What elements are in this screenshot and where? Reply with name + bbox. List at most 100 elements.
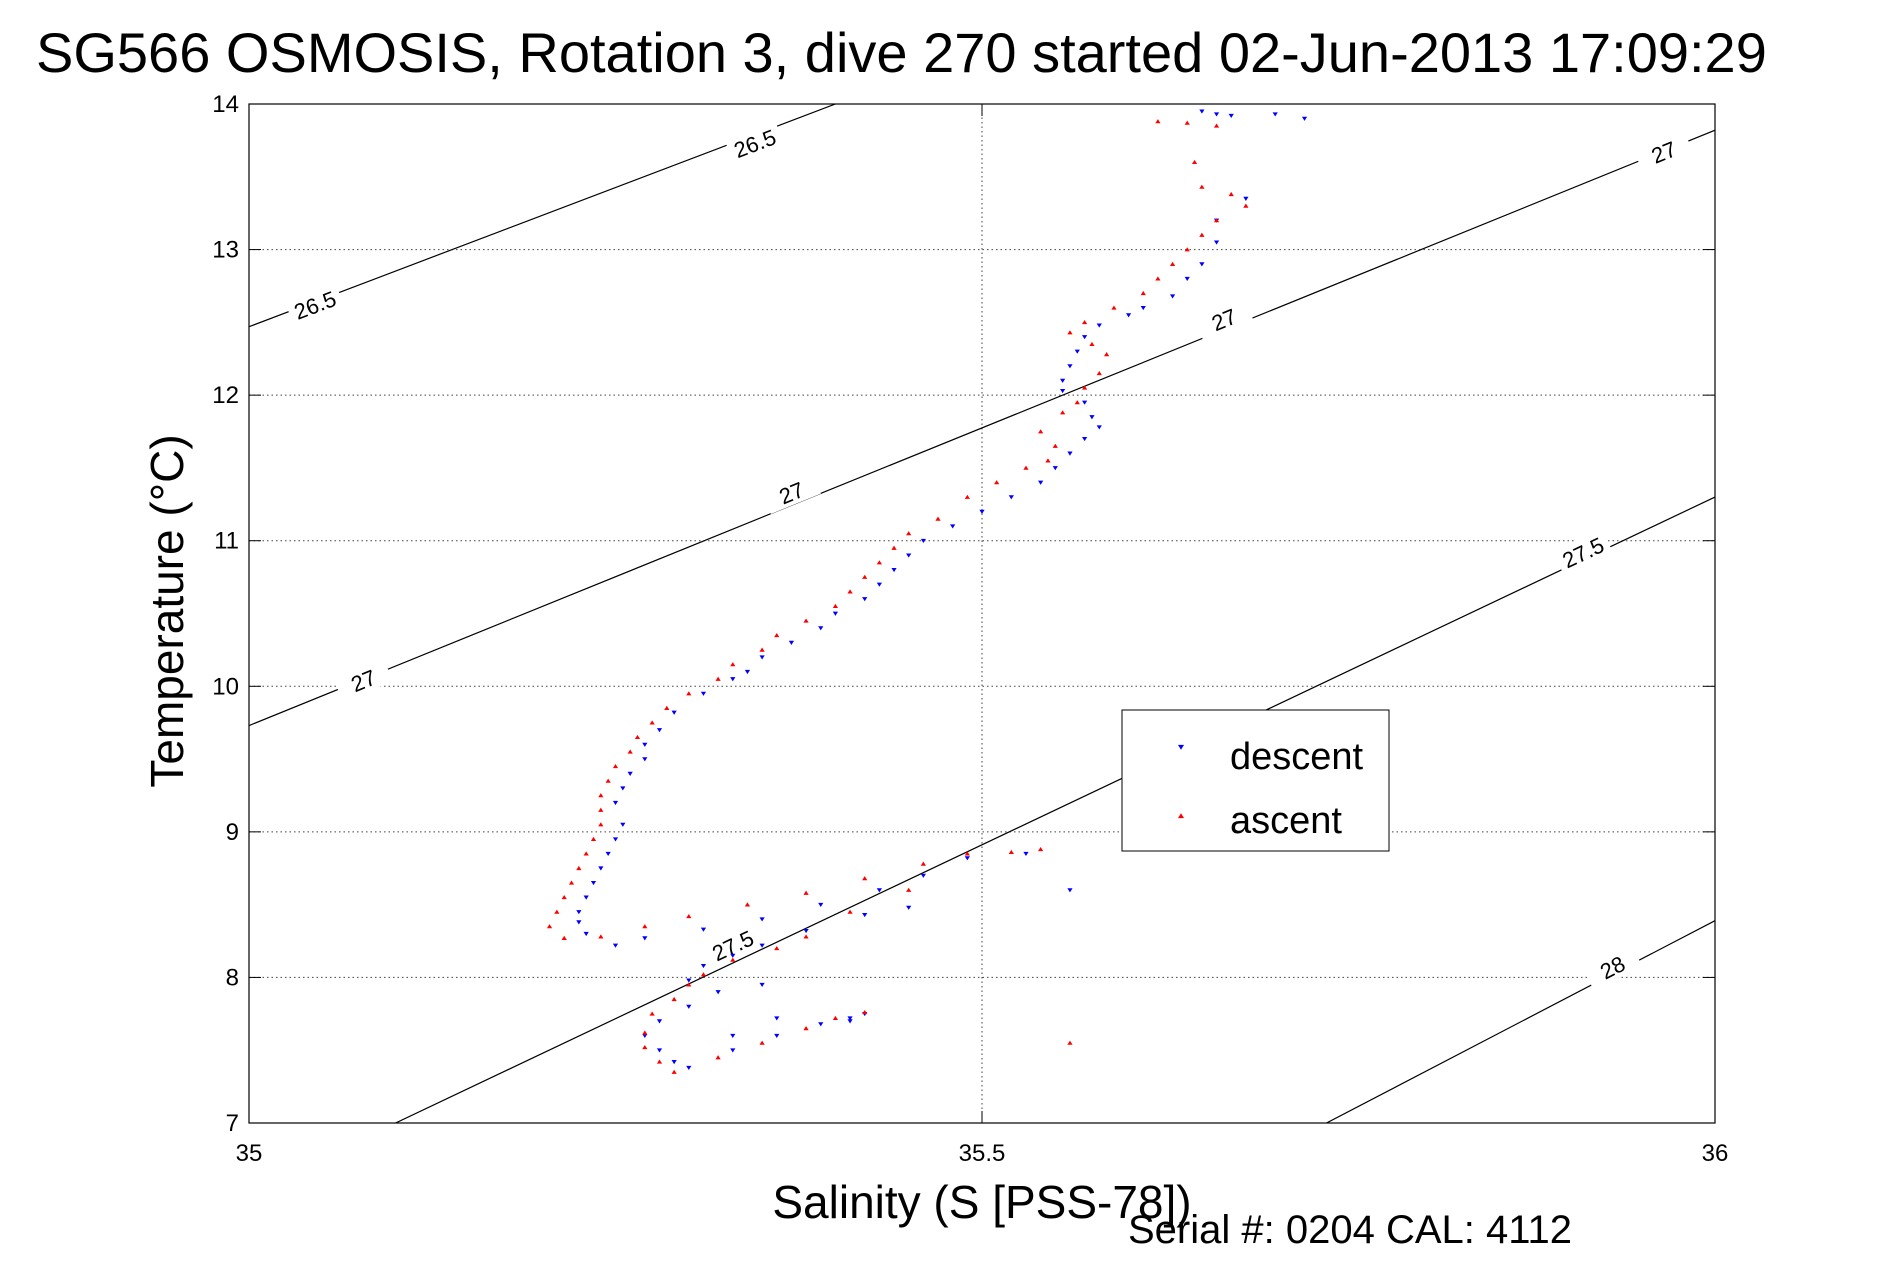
descent-point xyxy=(774,1016,780,1021)
legend-ascent-marker xyxy=(1178,813,1184,819)
descent-point xyxy=(612,943,619,948)
ascent-point xyxy=(1067,1040,1073,1045)
ascent-point xyxy=(576,865,582,871)
contour-label-bg xyxy=(724,120,785,165)
descent-point xyxy=(1140,305,1146,311)
descent-point xyxy=(950,524,956,529)
descent-point xyxy=(730,953,736,958)
ascent-point xyxy=(1038,846,1044,852)
ascent-point xyxy=(906,531,912,536)
descent-point xyxy=(1169,294,1176,299)
descent-point xyxy=(627,771,633,776)
descent-point xyxy=(620,822,626,827)
contour-label-bg xyxy=(1581,942,1642,991)
ascent-point xyxy=(1140,290,1146,296)
ascent-point xyxy=(1191,159,1198,165)
descent-point xyxy=(730,1033,736,1038)
descent-point xyxy=(1067,888,1073,893)
contour-label-28: 28 xyxy=(1581,942,1642,991)
y-tick-label: 13 xyxy=(212,237,239,264)
descent-point xyxy=(730,677,736,682)
ascent-point xyxy=(546,924,553,929)
descent-point xyxy=(1060,388,1066,394)
contour-label-27: 27 xyxy=(1193,296,1254,341)
ascent-point xyxy=(686,913,692,919)
ascent-point xyxy=(605,778,611,783)
ascent-point xyxy=(700,972,707,977)
ascent-point xyxy=(1038,429,1044,434)
contour-label-text: 26.5 xyxy=(291,286,340,325)
descent-point xyxy=(605,851,611,857)
ascent-point xyxy=(686,691,692,696)
descent-point xyxy=(862,913,868,918)
ascent-point xyxy=(759,647,765,652)
descent-point xyxy=(759,943,765,948)
descent-point xyxy=(1096,323,1102,328)
ascent-point xyxy=(1169,261,1176,266)
descent-point xyxy=(642,742,648,747)
descent-point xyxy=(1272,112,1278,117)
ascent-point xyxy=(803,1026,809,1031)
x-tick-label: 35 xyxy=(236,1140,263,1167)
descent-point xyxy=(598,866,604,871)
ascent-point xyxy=(1184,120,1190,125)
ascent-point xyxy=(1008,849,1014,855)
contour-label-text: 26.5 xyxy=(730,124,779,163)
contour-label-bg xyxy=(702,921,763,968)
descent-point xyxy=(979,509,985,514)
descent-point xyxy=(686,1065,692,1071)
ascent-point xyxy=(1060,410,1066,415)
ascent-point xyxy=(994,480,1000,485)
descent-point xyxy=(620,786,626,791)
descent-point xyxy=(774,1033,780,1038)
y-tick-label: 9 xyxy=(226,819,239,846)
descent-point xyxy=(788,640,795,645)
ascent-point xyxy=(664,705,670,710)
contour-label-bg xyxy=(1193,296,1254,341)
axis-ticks: 35 35.5 36 7 8 9 10 11 12 13 14 xyxy=(212,91,1728,1167)
ascent-point xyxy=(774,945,780,951)
legend-ascent-label: ascent xyxy=(1230,800,1342,842)
y-tick-label: 8 xyxy=(226,964,239,991)
serial-cal-info: Serial #: 0204 CAL: 4112 xyxy=(1128,1208,1573,1252)
data-points xyxy=(546,109,1308,1074)
contour-label-27: 27 xyxy=(1633,128,1694,174)
descent-point xyxy=(1096,425,1102,430)
descent-point xyxy=(920,873,926,878)
descent-point xyxy=(671,710,677,715)
legend-box xyxy=(1121,709,1390,852)
ascent-point xyxy=(847,589,853,594)
y-tick-label: 14 xyxy=(212,91,239,118)
ascent-point xyxy=(1089,341,1095,347)
descent-point xyxy=(862,597,868,602)
ascent-point xyxy=(1199,232,1205,237)
descent-point xyxy=(1243,196,1249,201)
density-contour-28 xyxy=(1326,920,1715,1123)
ascent-point xyxy=(715,1055,721,1060)
ascent-point xyxy=(862,574,868,579)
descent-point xyxy=(1082,436,1088,442)
contour-label-bg xyxy=(761,469,821,514)
descent-point xyxy=(656,1048,663,1053)
ascent-point xyxy=(1023,465,1029,470)
descent-point xyxy=(576,910,582,915)
ascent-point xyxy=(598,793,604,798)
ascent-point xyxy=(803,618,809,623)
ascent-point xyxy=(1213,123,1220,128)
descent-point xyxy=(759,982,765,988)
ascent-point xyxy=(583,851,589,856)
ascent-point xyxy=(1104,352,1110,357)
y-tick-label: 10 xyxy=(212,673,239,700)
density-contour-27 xyxy=(249,129,1715,727)
ascent-point xyxy=(730,662,736,667)
ascent-point xyxy=(561,895,567,900)
descent-point xyxy=(847,1019,853,1024)
descent-point xyxy=(576,920,582,925)
series-ascent xyxy=(546,119,1249,1074)
contour-label-bg xyxy=(333,657,393,702)
ascent-point xyxy=(1155,276,1161,281)
descent-point xyxy=(1067,451,1073,456)
ascent-point xyxy=(627,749,633,754)
